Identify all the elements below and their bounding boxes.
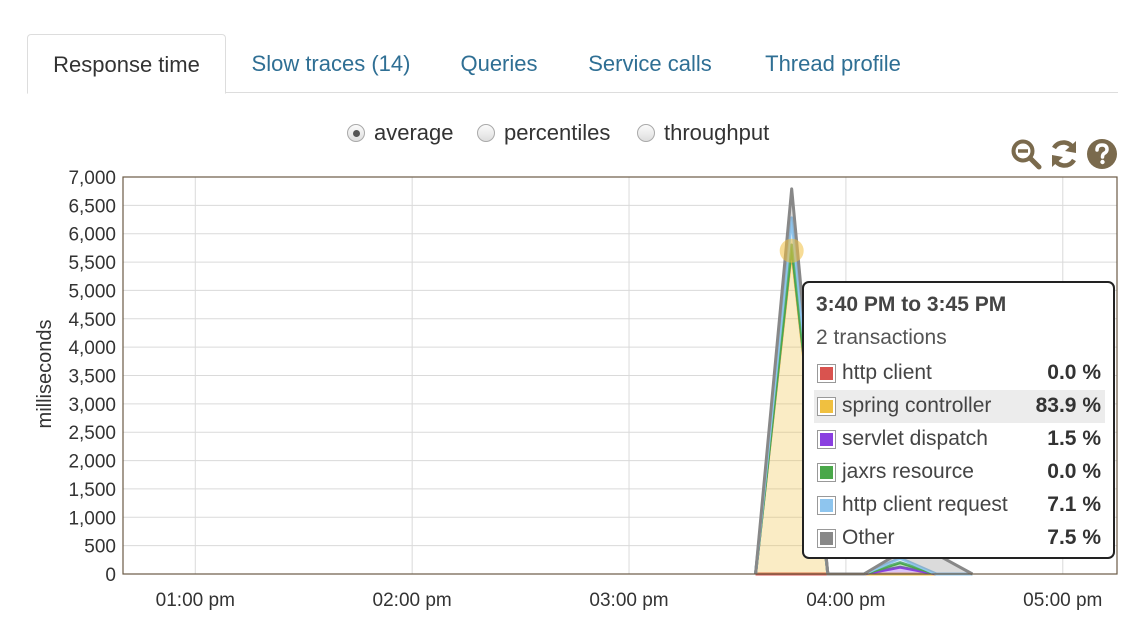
y-tick-label: 3,500 (68, 367, 116, 388)
tooltip-row-percent: 1.5 % (1047, 427, 1101, 450)
y-tick-label: 3,000 (68, 395, 116, 416)
tooltip-row: http client 0.0 % (814, 357, 1105, 390)
chart-frame (122, 176, 1118, 575)
tooltip-row: jaxrs resource 0.0 % (814, 456, 1105, 489)
tooltip-transaction-count: 2 transactions (816, 326, 947, 349)
highlight-point (779, 238, 804, 263)
y-tick-label: 5,000 (68, 281, 116, 302)
tab-slow-traces[interactable]: Slow traces (14) (251, 51, 411, 76)
x-axis-ticks: 01:00 pm 02:00 pm 03:00 pm 04:00 pm 05:00 pm (156, 590, 1103, 611)
swatch-color (820, 532, 833, 545)
help-icon[interactable] (1086, 138, 1118, 170)
tooltip-row: Other 7.5 % (814, 522, 1105, 555)
y-tick-label: 1,500 (68, 480, 116, 501)
tooltip-row-percent: 7.5 % (1047, 526, 1101, 549)
swatch-color (820, 433, 833, 446)
tooltip-title: 3:40 PM to 3:45 PM (816, 293, 1007, 316)
tooltip-row-name: jaxrs resource (842, 460, 974, 483)
swatch-color (820, 367, 833, 380)
radio-percentiles-dot[interactable] (477, 124, 495, 142)
y-axis-ticks: 0 500 1,000 1,500 2,000 2,500 3,000 3,500 4,000 4… (68, 168, 116, 586)
radio-average-label: average (374, 120, 454, 145)
tooltip-row-name: http client (842, 361, 932, 384)
legend-swatch (817, 364, 836, 383)
y-tick-label: 2,500 (68, 423, 116, 444)
tab-response-time[interactable]: Response time (27, 34, 226, 94)
y-axis-label: milliseconds (34, 320, 56, 429)
tooltip-row-name: Other (842, 526, 895, 549)
radio-throughput-dot[interactable] (637, 124, 655, 142)
y-tick-label: 6,000 (68, 225, 116, 246)
x-tick-label: 04:00 pm (806, 590, 885, 611)
legend-swatch (817, 529, 836, 548)
tab-thread-profile[interactable]: Thread profile (765, 51, 901, 76)
tooltip-row: spring controller 83.9 % (814, 390, 1105, 423)
x-tick-label: 02:00 pm (373, 590, 452, 611)
y-tick-label: 500 (84, 537, 116, 558)
radio-throughput[interactable]: throughput (637, 118, 787, 148)
y-tick-label: 7,000 (68, 168, 116, 189)
y-tick-label: 4,500 (68, 310, 116, 331)
x-tick-label: 03:00 pm (589, 590, 668, 611)
tooltip-row-name: http client request (842, 493, 1008, 516)
legend-swatch (817, 430, 836, 449)
legend-swatch (817, 496, 836, 515)
y-tick-label: 2,000 (68, 452, 116, 473)
tab-bar: Response time Slow traces (14) Queries S… (27, 34, 1118, 94)
x-tick-label: 01:00 pm (156, 590, 235, 611)
swatch-color (820, 466, 833, 479)
tooltip-row-name: servlet dispatch (842, 427, 988, 450)
y-tick-label: 1,000 (68, 508, 116, 529)
tooltip-row: http client request 7.1 % (814, 489, 1105, 522)
refresh-icon[interactable] (1048, 138, 1080, 170)
chart-tooltip: 3:40 PM to 3:45 PM 2 transactions http c… (802, 281, 1115, 559)
swatch-color (820, 400, 833, 413)
tooltip-row-percent: 7.1 % (1047, 493, 1101, 516)
radio-percentiles-label: percentiles (504, 120, 611, 145)
tooltip-row-percent: 0.0 % (1047, 460, 1101, 483)
plot-border (122, 176, 1118, 575)
x-tick-label: 05:00 pm (1023, 590, 1102, 611)
radio-throughput-label: throughput (664, 120, 770, 145)
radio-percentiles[interactable]: percentiles (477, 118, 627, 148)
tooltip-row: servlet dispatch 1.5 % (814, 423, 1105, 456)
view-mode-selector: average percentiles throughput (0, 118, 1132, 148)
swatch-color (820, 499, 833, 512)
y-tick-label: 5,500 (68, 253, 116, 274)
zoom-out-icon[interactable] (1010, 138, 1042, 170)
legend-swatch (817, 397, 836, 416)
radio-average[interactable]: average (347, 118, 467, 148)
y-tick-label: 0 (105, 565, 116, 586)
radio-average-dot[interactable] (347, 124, 365, 142)
tooltip-row-name: spring controller (842, 394, 992, 417)
tab-service-calls[interactable]: Service calls (588, 51, 712, 76)
y-tick-label: 6,500 (68, 196, 116, 217)
y-tick-label: 4,000 (68, 338, 116, 359)
legend-swatch (817, 463, 836, 482)
tooltip-row-percent: 0.0 % (1047, 361, 1101, 384)
tab-queries[interactable]: Queries (460, 51, 538, 76)
tooltip-row-percent: 83.9 % (1035, 394, 1101, 417)
